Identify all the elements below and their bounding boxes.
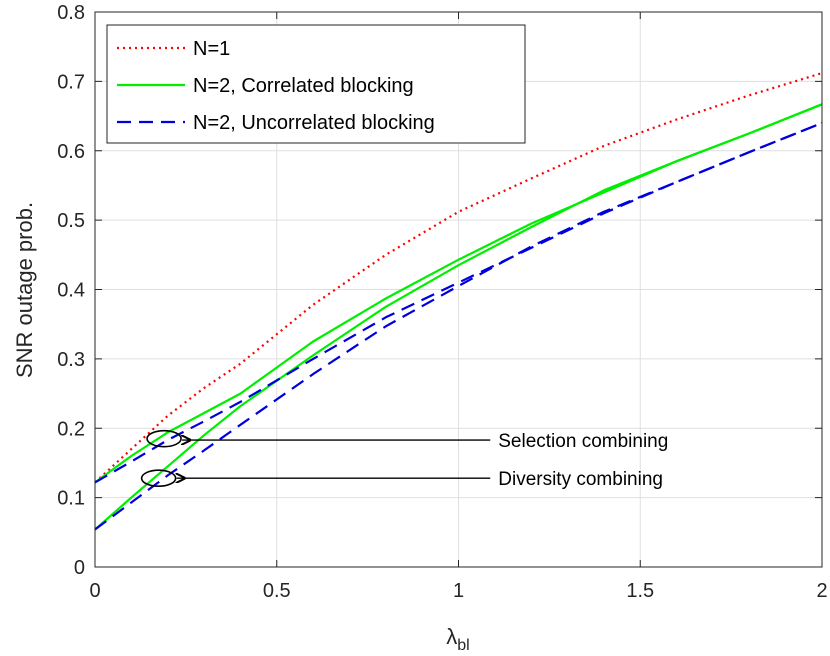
x-tick-label: 1 [453, 580, 464, 602]
x-tick-label: 1.5 [626, 580, 654, 602]
legend: N=1 N=2, Correlated blocking N=2, Uncorrel… [106, 24, 526, 144]
tick-labels: 0 0.5 1 1.5 2 0 0.1 0.2 0.3 0.4 0.5 0.6 0.7 0.8 [57, 2, 827, 602]
annotation-label: Diversity combining [498, 469, 663, 490]
y-tick-label: 0 [74, 557, 85, 579]
x-axis-label-base: λ [446, 624, 457, 649]
legend-label: N=2, Correlated blocking [193, 75, 414, 97]
legend-label: N=1 [193, 38, 230, 60]
y-tick-label: 0.3 [57, 349, 85, 371]
axis-ticks [94, 11, 823, 568]
y-axis-label: SNR outage prob. [12, 202, 37, 378]
x-tick-label: 0.5 [263, 580, 291, 602]
y-tick-label: 0.6 [57, 141, 85, 163]
y-tick-label: 0.1 [57, 488, 85, 510]
y-tick-label: 0.5 [57, 210, 85, 232]
series-line [94, 72, 823, 484]
y-tick-label: 0.8 [57, 2, 85, 24]
y-tick-label: 0.7 [57, 71, 85, 93]
legend-label: N=2, Uncorrelated blocking [193, 112, 435, 134]
series-line [94, 121, 823, 531]
series-line [94, 121, 823, 484]
x-tick-label: 0 [89, 580, 100, 602]
x-axis-label-sub: bl [457, 637, 469, 654]
y-tick-label: 0.2 [57, 418, 85, 440]
annotation-label: Selection combining [498, 431, 668, 452]
x-tick-label: 2 [816, 580, 827, 602]
y-tick-label: 0.4 [57, 280, 85, 302]
series-layer [94, 72, 823, 531]
annotations: Selection combining Diversity combining [140, 429, 668, 490]
x-axis-label: λbl [446, 624, 469, 654]
series-line [94, 103, 823, 531]
